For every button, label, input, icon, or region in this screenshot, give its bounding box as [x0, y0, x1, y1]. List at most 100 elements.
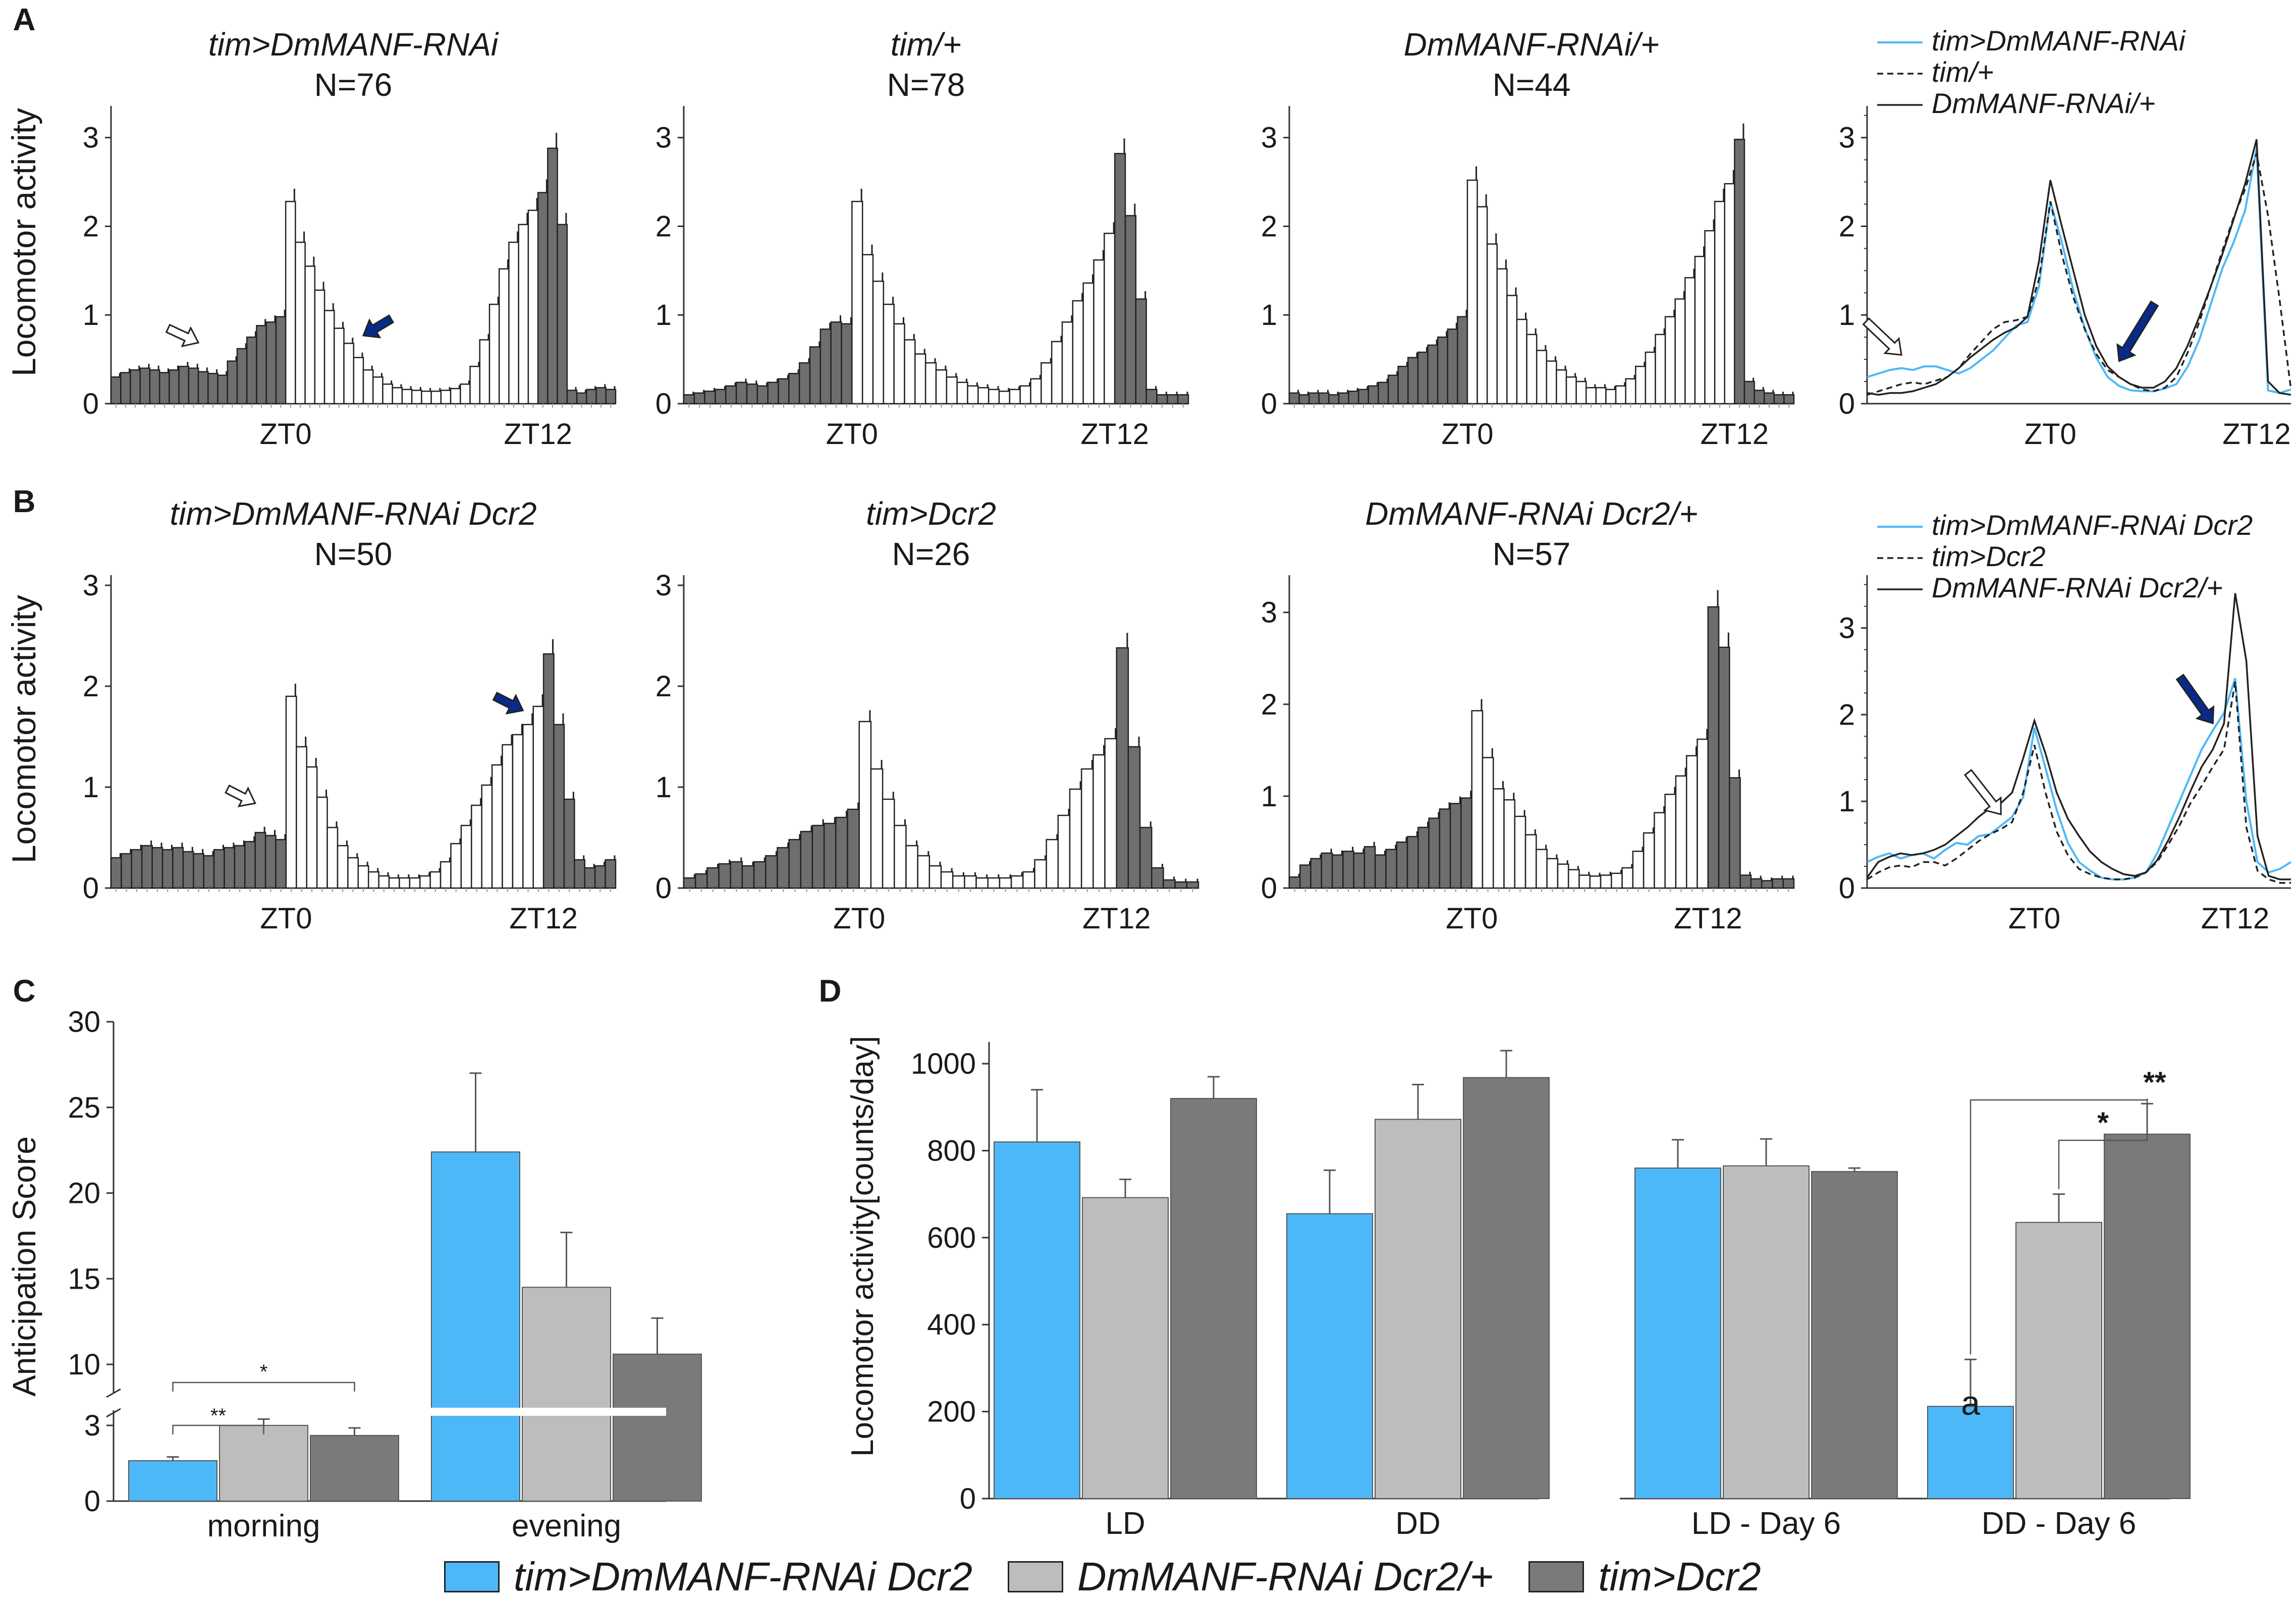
activity-bar	[946, 376, 958, 405]
activity-bar	[275, 839, 287, 889]
activity-bar	[735, 381, 748, 405]
panel-label-d: D	[819, 974, 842, 1009]
activity-bar	[830, 321, 842, 405]
activity-bar	[1723, 1165, 1810, 1499]
y-tick-label: 15	[68, 1262, 100, 1295]
activity-bar	[1477, 206, 1488, 405]
significance-marker: **	[210, 1405, 226, 1427]
activity-bar	[1170, 1098, 1257, 1499]
y-axis-label: Locomotor activity	[5, 595, 42, 863]
activity-bar	[1611, 872, 1623, 889]
activity-bar	[1437, 336, 1448, 405]
y-axis-label: Locomotor activity	[5, 108, 42, 376]
activity-bar	[809, 346, 822, 405]
activity-bar	[1684, 277, 1696, 405]
activity-bar	[1174, 881, 1188, 889]
legend-swatch-gal4-control	[1528, 1561, 1584, 1592]
evening-arrow-blue	[2116, 300, 2159, 362]
activity-bar	[1397, 365, 1409, 405]
y-tick-label: 1	[1839, 785, 1855, 818]
activity-bar	[537, 192, 549, 405]
y-tick-label: 0	[1839, 388, 1855, 420]
activity-bar	[1385, 849, 1398, 889]
zt0-label: ZT0	[826, 418, 878, 451]
zt0-label: ZT0	[1441, 418, 1493, 451]
activity-bar	[1156, 394, 1168, 405]
activity-bar	[149, 369, 160, 405]
activity-bar	[777, 847, 790, 889]
activity-bar	[151, 847, 163, 889]
y-tick-label: 30	[68, 1006, 100, 1038]
activity-bar	[935, 369, 948, 405]
panel-label-c: C	[13, 974, 36, 1009]
activity-bar	[1116, 647, 1129, 889]
activity-bar	[334, 327, 345, 405]
activity-bar	[1514, 815, 1526, 889]
activity-bar	[1114, 153, 1126, 405]
activity-bar	[1358, 389, 1370, 405]
activity-bar	[382, 383, 393, 405]
activity-bar	[1342, 850, 1354, 889]
y-tick-label: 600	[927, 1222, 976, 1254]
y-tick-label: 200	[927, 1396, 976, 1428]
series-line-1	[1867, 678, 2292, 880]
activity-bar	[254, 832, 266, 889]
activity-bar	[227, 360, 238, 405]
activity-bar	[1328, 394, 1340, 405]
activity-bar	[1585, 387, 1597, 405]
significance-marker: **	[2143, 1066, 2166, 1099]
y-tick-label: 25	[68, 1091, 100, 1124]
activity-bar	[460, 383, 471, 405]
activity-bar	[1034, 859, 1047, 889]
activity-bar	[1524, 834, 1537, 889]
activity-bar	[547, 147, 558, 405]
activity-bar	[110, 857, 122, 889]
activity-bar	[917, 855, 931, 889]
activity-bar	[1082, 1197, 1169, 1500]
y-tick-label: 10	[68, 1348, 100, 1381]
activity-bar	[563, 798, 575, 889]
y-tick-label: 0	[84, 1485, 100, 1518]
zt0-label: ZT0	[2008, 902, 2060, 935]
y-tick-label: 1000	[911, 1047, 976, 1080]
activity-bar	[1030, 378, 1042, 405]
activity-bar	[141, 845, 153, 889]
y-tick-label: 2	[1261, 210, 1277, 243]
activity-bar	[178, 365, 190, 405]
figure-legend: tim>DmMANF-RNAi Dcr2 DmMANF-RNAi Dcr2/+ …	[444, 1554, 1761, 1599]
x-category-label: DD	[1395, 1506, 1441, 1541]
activity-bar	[904, 339, 916, 405]
activity-bar	[1439, 808, 1451, 889]
activity-bar	[718, 863, 731, 889]
activity-bar	[1567, 869, 1580, 889]
activity-bar	[778, 378, 790, 405]
y-tick-label: 2	[655, 210, 672, 243]
n-label: N=50	[314, 536, 393, 572]
activity-bar	[469, 365, 481, 405]
zt12-label: ZT12	[2201, 902, 2269, 935]
activity-bar	[1754, 390, 1765, 405]
activity-bar	[542, 653, 555, 889]
activity-bar	[296, 746, 308, 889]
activity-bar	[1022, 871, 1035, 889]
axis-break-mark	[106, 1408, 121, 1418]
activity-bar	[1486, 243, 1498, 405]
activity-bar	[851, 201, 863, 405]
activity-bar	[488, 303, 500, 405]
activity-bar	[498, 268, 510, 405]
activity-bar	[430, 391, 442, 405]
significance-bracket	[172, 1424, 264, 1434]
activity-bar	[1298, 394, 1310, 405]
activity-bar	[1927, 1406, 2014, 1499]
activity-bar	[894, 824, 907, 889]
zt0-label: ZT0	[260, 902, 312, 935]
morning-arrow-open	[1963, 768, 2002, 815]
activity-bar	[372, 376, 384, 405]
activity-bar	[182, 851, 194, 889]
activity-bar	[1589, 875, 1602, 889]
activity-bar	[295, 241, 306, 405]
activity-bar	[1009, 389, 1021, 405]
activity-bar	[1615, 385, 1626, 405]
